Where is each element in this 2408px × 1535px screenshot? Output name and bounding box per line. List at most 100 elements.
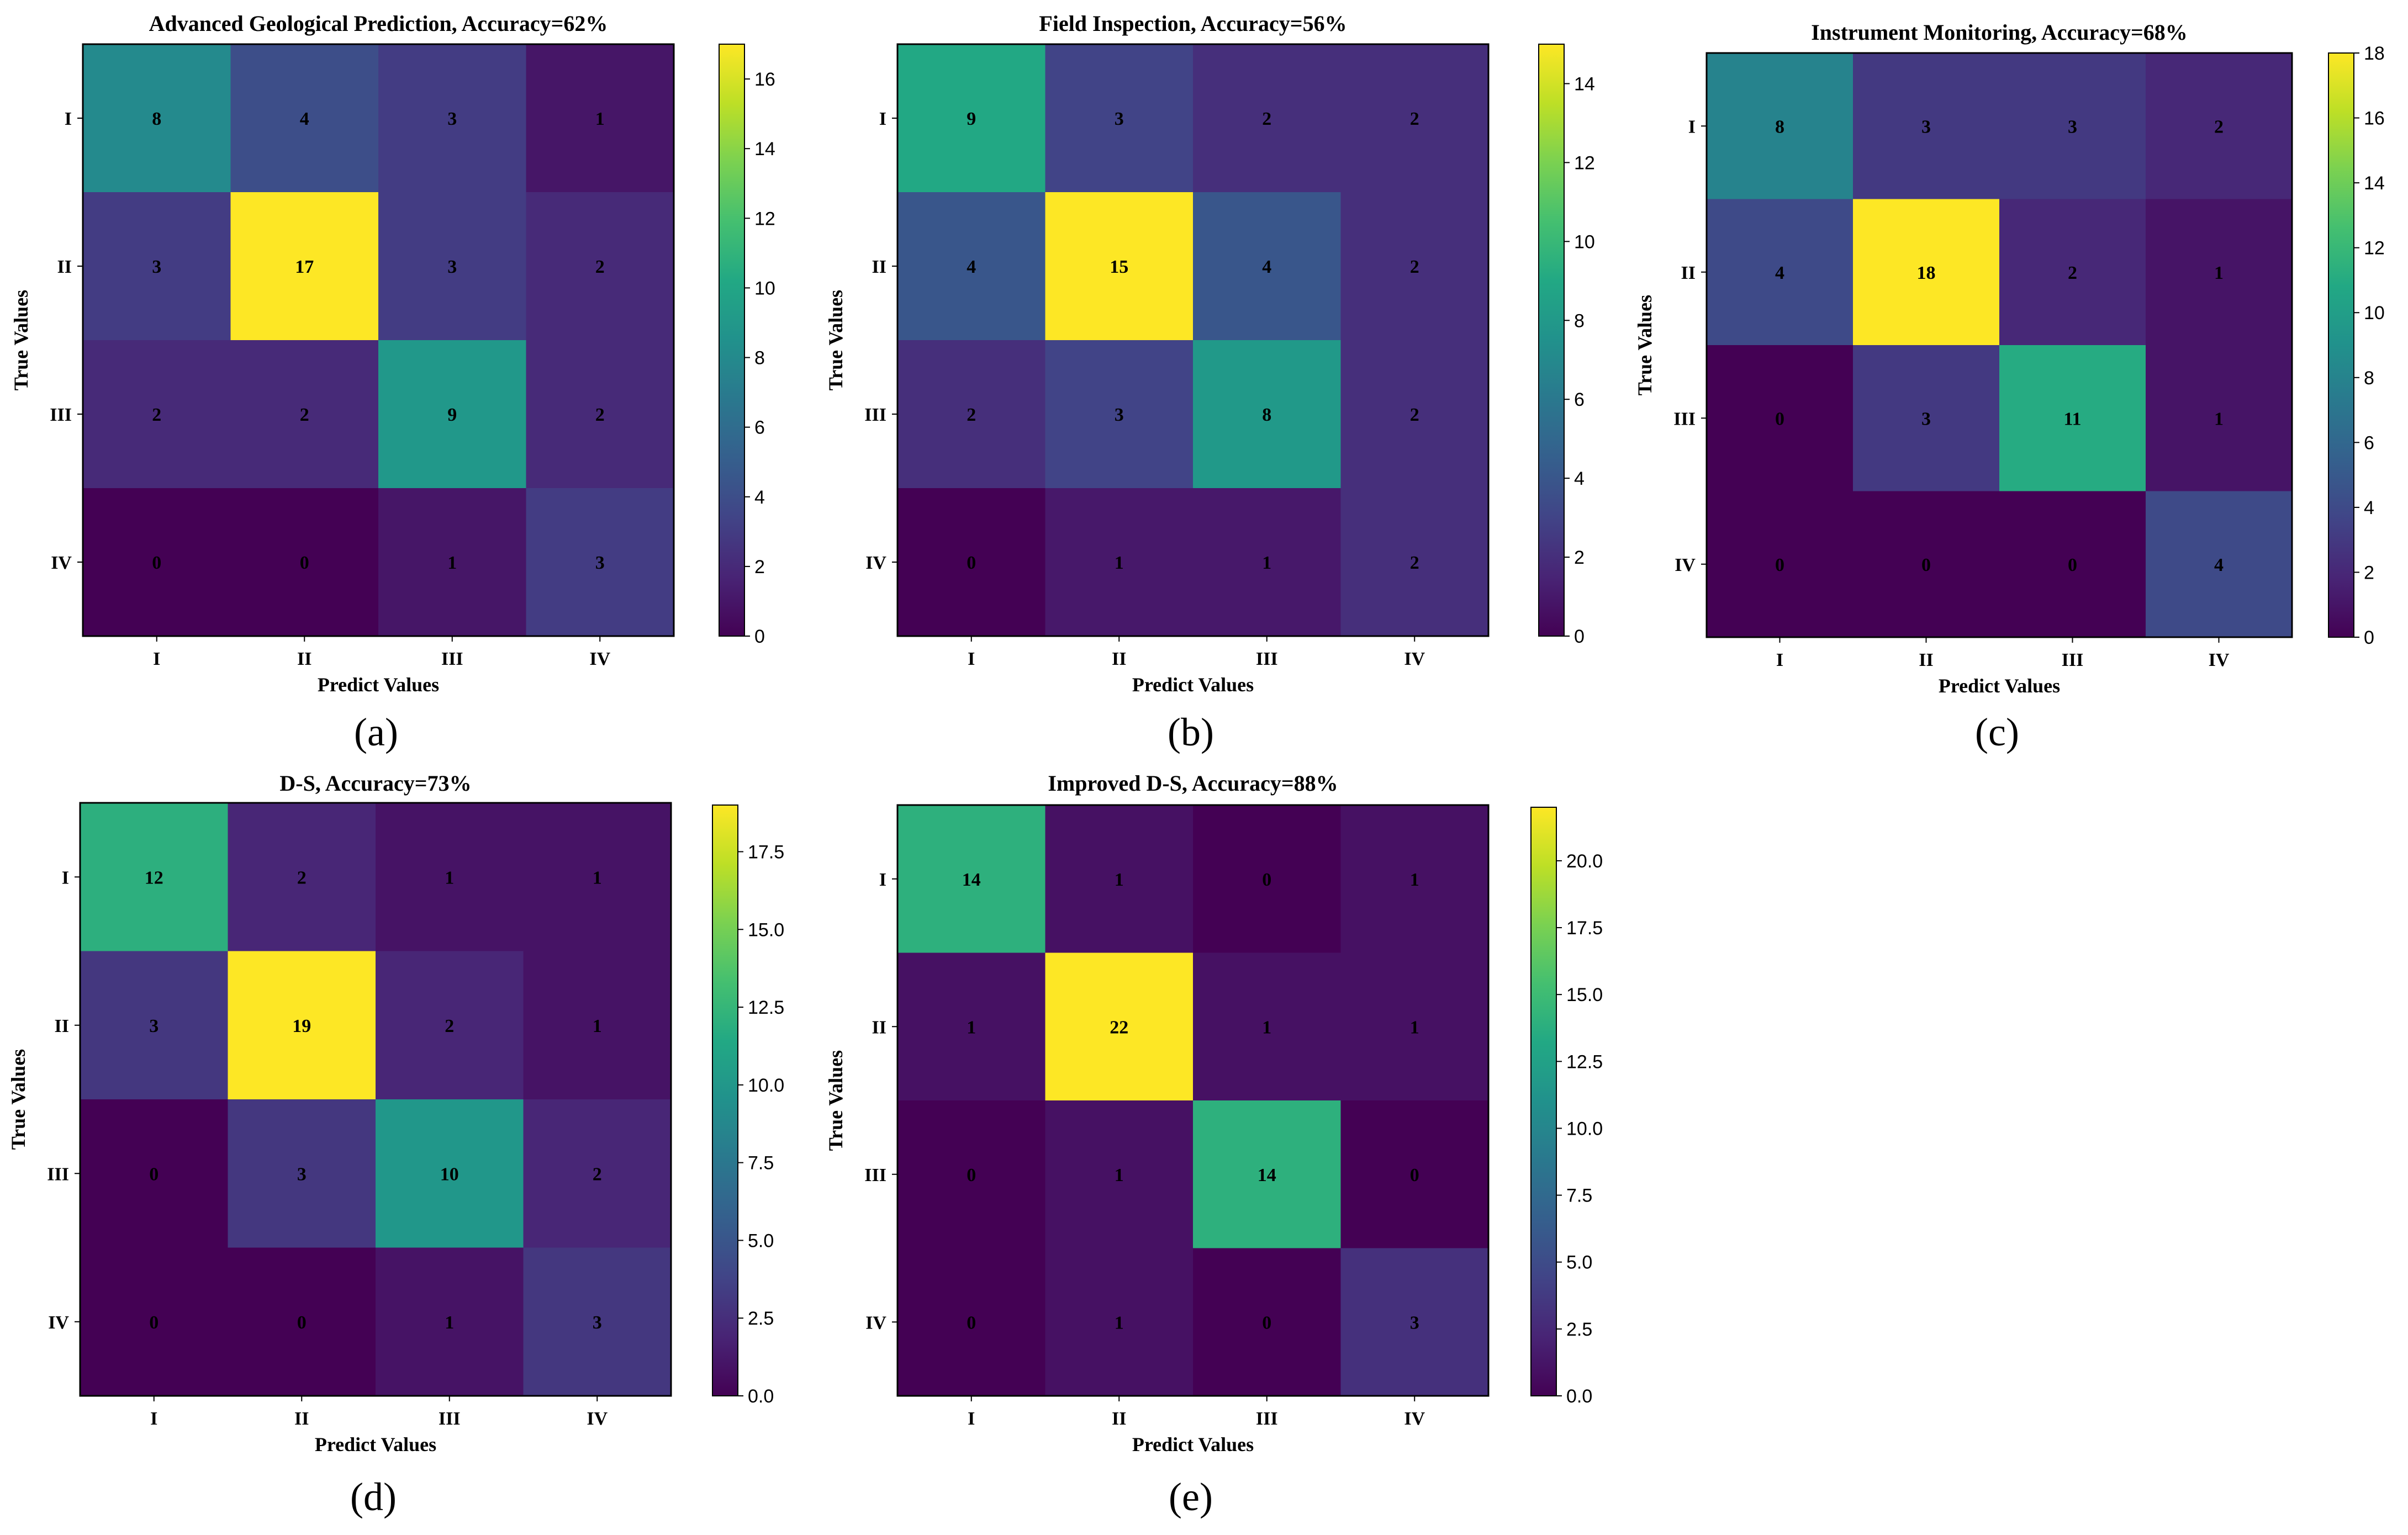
colorbar-tick-label: 2.5 [1566, 1319, 1592, 1340]
y-axis-label: True Values [825, 1050, 847, 1151]
y-axis-label: True Values [1634, 295, 1656, 395]
cell-value-label: 10 [440, 1164, 459, 1184]
y-tick-label: III [864, 1165, 886, 1185]
cell-value-label: 1 [1115, 870, 1124, 890]
colorbar-tick-label: 14 [2364, 173, 2385, 194]
colorbar-tick-label: 12.5 [1566, 1051, 1603, 1072]
panel-label: (d) [350, 1475, 397, 1519]
heatmap-cell [2146, 53, 2293, 199]
y-tick-label: II [55, 1016, 69, 1036]
colorbar-tick-label: 16 [2364, 108, 2385, 129]
heatmap-cell [80, 803, 228, 951]
colorbar [712, 804, 738, 1396]
heatmap-cell [1340, 1248, 1489, 1396]
heatmap-cell [80, 1099, 228, 1248]
y-tick-label: III [47, 1164, 69, 1184]
y-axis-label: True Values [7, 1049, 29, 1150]
heatmap-cell [1045, 488, 1194, 637]
y-tick-label: IV [865, 1312, 886, 1333]
y-tick-label: I [65, 109, 72, 129]
chart-title: Improved D-S, Accuracy=88% [1048, 771, 1338, 796]
cell-value-label: 2 [595, 405, 605, 425]
heatmap-cell [228, 1247, 376, 1396]
heatmap-cell [897, 1100, 1045, 1248]
cell-value-label: 8 [1775, 117, 1784, 137]
heatmap-cell [2146, 345, 2293, 491]
heatmap-cell [897, 44, 1045, 193]
heatmap-cell [2146, 199, 2293, 346]
heatmap-cell [526, 340, 674, 489]
panel-4: D-S, Accuracy=73%12 2 1 13 19 2 10 3 10 20 0 1 3IIII… [7, 771, 784, 1519]
x-tick-label: II [294, 1409, 309, 1429]
x-tick-label: IV [1404, 1409, 1425, 1429]
cell-value-label: 2 [445, 1016, 454, 1036]
colorbar-tick-label: 2 [1574, 547, 1585, 568]
heatmap-cell [1999, 199, 2146, 346]
colorbar-tick-label: 8 [754, 348, 765, 369]
y-tick-label: III [1673, 409, 1696, 429]
colorbar-tick-label: 12.5 [748, 997, 784, 1018]
heatmap-cell [523, 1247, 672, 1396]
cell-value-label: 2 [297, 867, 307, 888]
cell-value-label: 9 [967, 109, 976, 129]
heatmap-cell [228, 951, 376, 1100]
chart-title: D-S, Accuracy=73% [279, 771, 471, 796]
y-axis-label: True Values [10, 290, 32, 390]
colorbar-tick-label: 4 [2364, 497, 2374, 518]
heatmap-cell [1045, 192, 1194, 341]
heatmap-cell [378, 340, 526, 489]
heatmap-cell [1340, 952, 1489, 1101]
cell-value-label: 3 [1410, 1312, 1419, 1333]
x-tick-label: I [968, 1409, 975, 1429]
cell-value-label: 1 [2214, 409, 2224, 429]
cell-value-label: 4 [967, 257, 976, 277]
heatmap-cell [376, 1099, 524, 1248]
colorbar-tick-label: 0 [1574, 626, 1585, 647]
cell-value-label: 2 [1410, 553, 1419, 573]
heatmap-cell [1193, 1248, 1341, 1396]
colorbar-tick-label: 14 [1574, 73, 1595, 94]
heatmap-cell [1707, 491, 1853, 638]
cell-value-label: 1 [447, 553, 457, 573]
colorbar-tick-label: 10.0 [1566, 1118, 1603, 1139]
cell-value-label: 0 [149, 1164, 159, 1184]
cell-value-label: 0 [1262, 870, 1271, 890]
cell-value-label: 0 [1262, 1312, 1271, 1333]
cell-value-label: 0 [967, 1165, 976, 1185]
cell-value-label: 3 [593, 1312, 602, 1333]
heatmap-cell [1193, 805, 1341, 953]
y-tick-label: I [879, 109, 886, 129]
y-tick-label: III [864, 405, 886, 425]
colorbar [1538, 44, 1565, 637]
heatmap-cell [897, 1248, 1045, 1396]
colorbar-tick-label: 2.5 [748, 1308, 774, 1329]
heatmap-cell [897, 805, 1045, 953]
colorbar-tick-label: 12 [754, 208, 775, 229]
cell-value-label: 8 [152, 109, 161, 129]
x-tick-label: I [1776, 650, 1783, 670]
heatmap-cell [230, 192, 379, 341]
y-tick-label: IV [51, 553, 72, 573]
heatmap-cell [1193, 44, 1341, 193]
cell-value-label: 0 [297, 1312, 307, 1333]
colorbar-tick-label: 10 [1574, 231, 1595, 252]
heatmap-cell [376, 951, 524, 1100]
y-tick-label: IV [48, 1312, 69, 1333]
colorbar-tick-label: 4 [754, 487, 765, 508]
panel-2: Field Inspection, Accuracy=56% 9 3 2 2 4 15 4 2 2… [825, 11, 1595, 754]
heatmap-cell [1340, 1100, 1489, 1248]
x-axis-label: Predict Values [1132, 674, 1254, 696]
x-tick-label: III [441, 649, 463, 669]
y-tick-label: II [872, 257, 886, 277]
colorbar-tick-label: 17.5 [748, 841, 784, 862]
heatmap-cell [376, 803, 524, 951]
heatmap-cell [80, 951, 228, 1100]
cell-value-label: 1 [445, 1312, 454, 1333]
colorbar-tick-label: 10.0 [748, 1075, 784, 1096]
colorbar-tick-label: 0 [2364, 627, 2374, 648]
cell-value-label: 0 [967, 1312, 976, 1333]
colorbar-tick-label: 16 [754, 69, 775, 90]
heatmap-cell [523, 1099, 672, 1248]
cell-value-label: 0 [152, 553, 161, 573]
heatmap-cell [83, 340, 231, 489]
